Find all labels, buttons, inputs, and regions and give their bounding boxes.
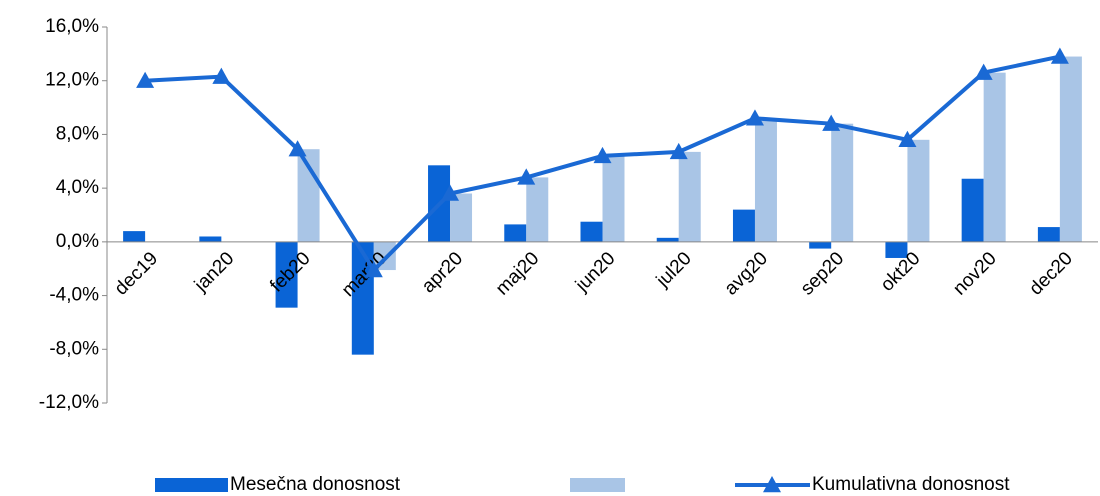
bar bbox=[1037, 227, 1060, 242]
x-tick-label: jun20 bbox=[571, 248, 619, 296]
bar bbox=[754, 118, 777, 242]
marker bbox=[669, 142, 688, 160]
x-tick-label: dec19 bbox=[111, 248, 162, 299]
y-tick-label: -8,0% bbox=[49, 338, 99, 359]
marker bbox=[212, 67, 231, 84]
marker bbox=[974, 63, 993, 80]
marker bbox=[441, 184, 460, 201]
marker bbox=[517, 168, 536, 185]
bar bbox=[983, 72, 1006, 242]
y-tick-label: 16,0% bbox=[45, 16, 99, 37]
y-tick-label: 4,0% bbox=[56, 177, 99, 198]
bar bbox=[1059, 56, 1082, 242]
bar bbox=[602, 155, 625, 242]
x-tick-label: apr20 bbox=[418, 248, 467, 297]
bar bbox=[199, 236, 222, 242]
x-tick-label: avg20 bbox=[721, 248, 772, 299]
x-tick-label: dec20 bbox=[1026, 248, 1077, 299]
bar bbox=[732, 209, 755, 242]
legend-marker bbox=[763, 476, 781, 493]
bar bbox=[907, 139, 930, 242]
x-tick-label: maj20 bbox=[492, 248, 543, 299]
bar bbox=[656, 237, 679, 242]
bar bbox=[580, 221, 603, 242]
bar bbox=[526, 177, 549, 242]
marker bbox=[745, 109, 764, 126]
marker bbox=[288, 140, 307, 157]
x-tick-label: sep20 bbox=[797, 248, 848, 299]
bar bbox=[123, 231, 146, 242]
marker bbox=[898, 130, 917, 147]
y-tick-label: 0,0% bbox=[56, 231, 99, 252]
bar bbox=[678, 151, 701, 242]
bar bbox=[450, 193, 473, 242]
bar bbox=[885, 241, 908, 258]
bar bbox=[275, 241, 298, 308]
marker bbox=[136, 71, 155, 88]
marker bbox=[364, 261, 383, 278]
y-tick-label: -4,0% bbox=[49, 285, 99, 306]
legend-swatch bbox=[570, 478, 625, 492]
y-tick-label: -12,0% bbox=[39, 392, 99, 413]
legend-label: Mesečna donosnost bbox=[230, 474, 401, 495]
legend-swatch bbox=[155, 478, 228, 492]
bar bbox=[504, 224, 527, 242]
x-tick-label: nov20 bbox=[949, 248, 1000, 299]
legend-label: Kumulativna donosnost bbox=[812, 474, 1010, 495]
bar bbox=[351, 241, 374, 355]
marker bbox=[1050, 47, 1069, 64]
x-tick-label: jul20 bbox=[652, 248, 696, 292]
marker bbox=[593, 146, 612, 164]
bar bbox=[961, 178, 984, 242]
x-tick-label: jan20 bbox=[190, 248, 238, 296]
bar bbox=[831, 123, 854, 242]
bar bbox=[809, 241, 832, 249]
y-tick-label: 12,0% bbox=[45, 70, 99, 91]
marker bbox=[822, 114, 841, 131]
y-tick-label: 8,0% bbox=[56, 123, 99, 144]
